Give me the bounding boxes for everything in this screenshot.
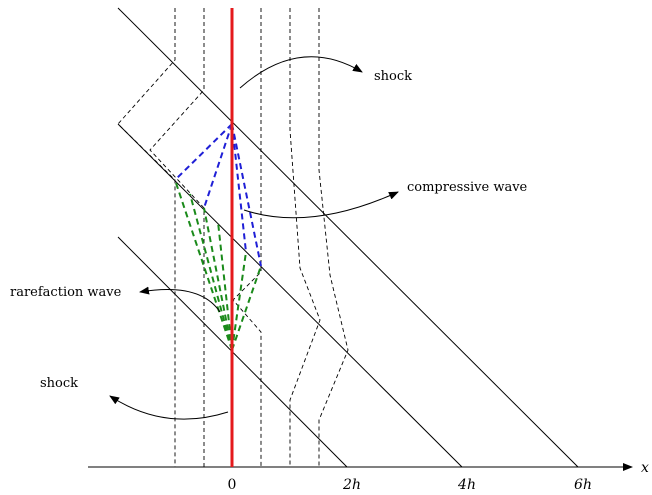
rarefaction-ray-6: [231, 251, 247, 351]
tick-label-4h: 4h: [457, 477, 476, 493]
rarefaction-ray-2: [189, 193, 233, 351]
label-shock-bottom: shock: [40, 376, 78, 391]
label-shock-top: shock: [374, 69, 412, 84]
characteristic-5: [318, 8, 349, 467]
characteristic-1: [117, 8, 176, 467]
compressive-ray-5: [231, 123, 262, 267]
rarefaction-ray-7: [231, 265, 262, 351]
label-compressive-wave: compressive wave: [407, 180, 528, 195]
axis-label-x: x: [641, 460, 649, 476]
rarefaction-ray-3: [203, 207, 233, 351]
compressive-fan: [174, 123, 262, 267]
compressive-ray-4: [231, 123, 247, 253]
tick-label-2h: 2h: [342, 477, 361, 493]
arrow-rarefaction-wave: [139, 286, 221, 313]
shock-line-1: [117, 7, 579, 468]
characteristic-3: [232, 8, 262, 467]
characteristic-2: [149, 8, 205, 467]
tick-label-0: 0: [228, 477, 237, 493]
characteristic-4: [289, 8, 321, 467]
shock-lines: [117, 7, 579, 468]
compressive-ray-2: [203, 123, 233, 209]
axis-tick-labels: 0 2h 4h 6h: [228, 477, 592, 493]
compressive-ray-1: [174, 123, 233, 181]
tick-label-6h: 6h: [574, 477, 592, 493]
arrow-shock-top: [239, 56, 363, 89]
characteristic-lines: [117, 8, 349, 467]
shock-line-2: [117, 123, 463, 468]
annotation-arrows: [109, 56, 399, 420]
label-rarefaction-wave: rarefaction wave: [10, 285, 122, 300]
rarefaction-ray-4: [217, 221, 233, 351]
arrow-shock-bottom: [109, 395, 229, 420]
arrow-compressive-wave: [243, 191, 399, 219]
